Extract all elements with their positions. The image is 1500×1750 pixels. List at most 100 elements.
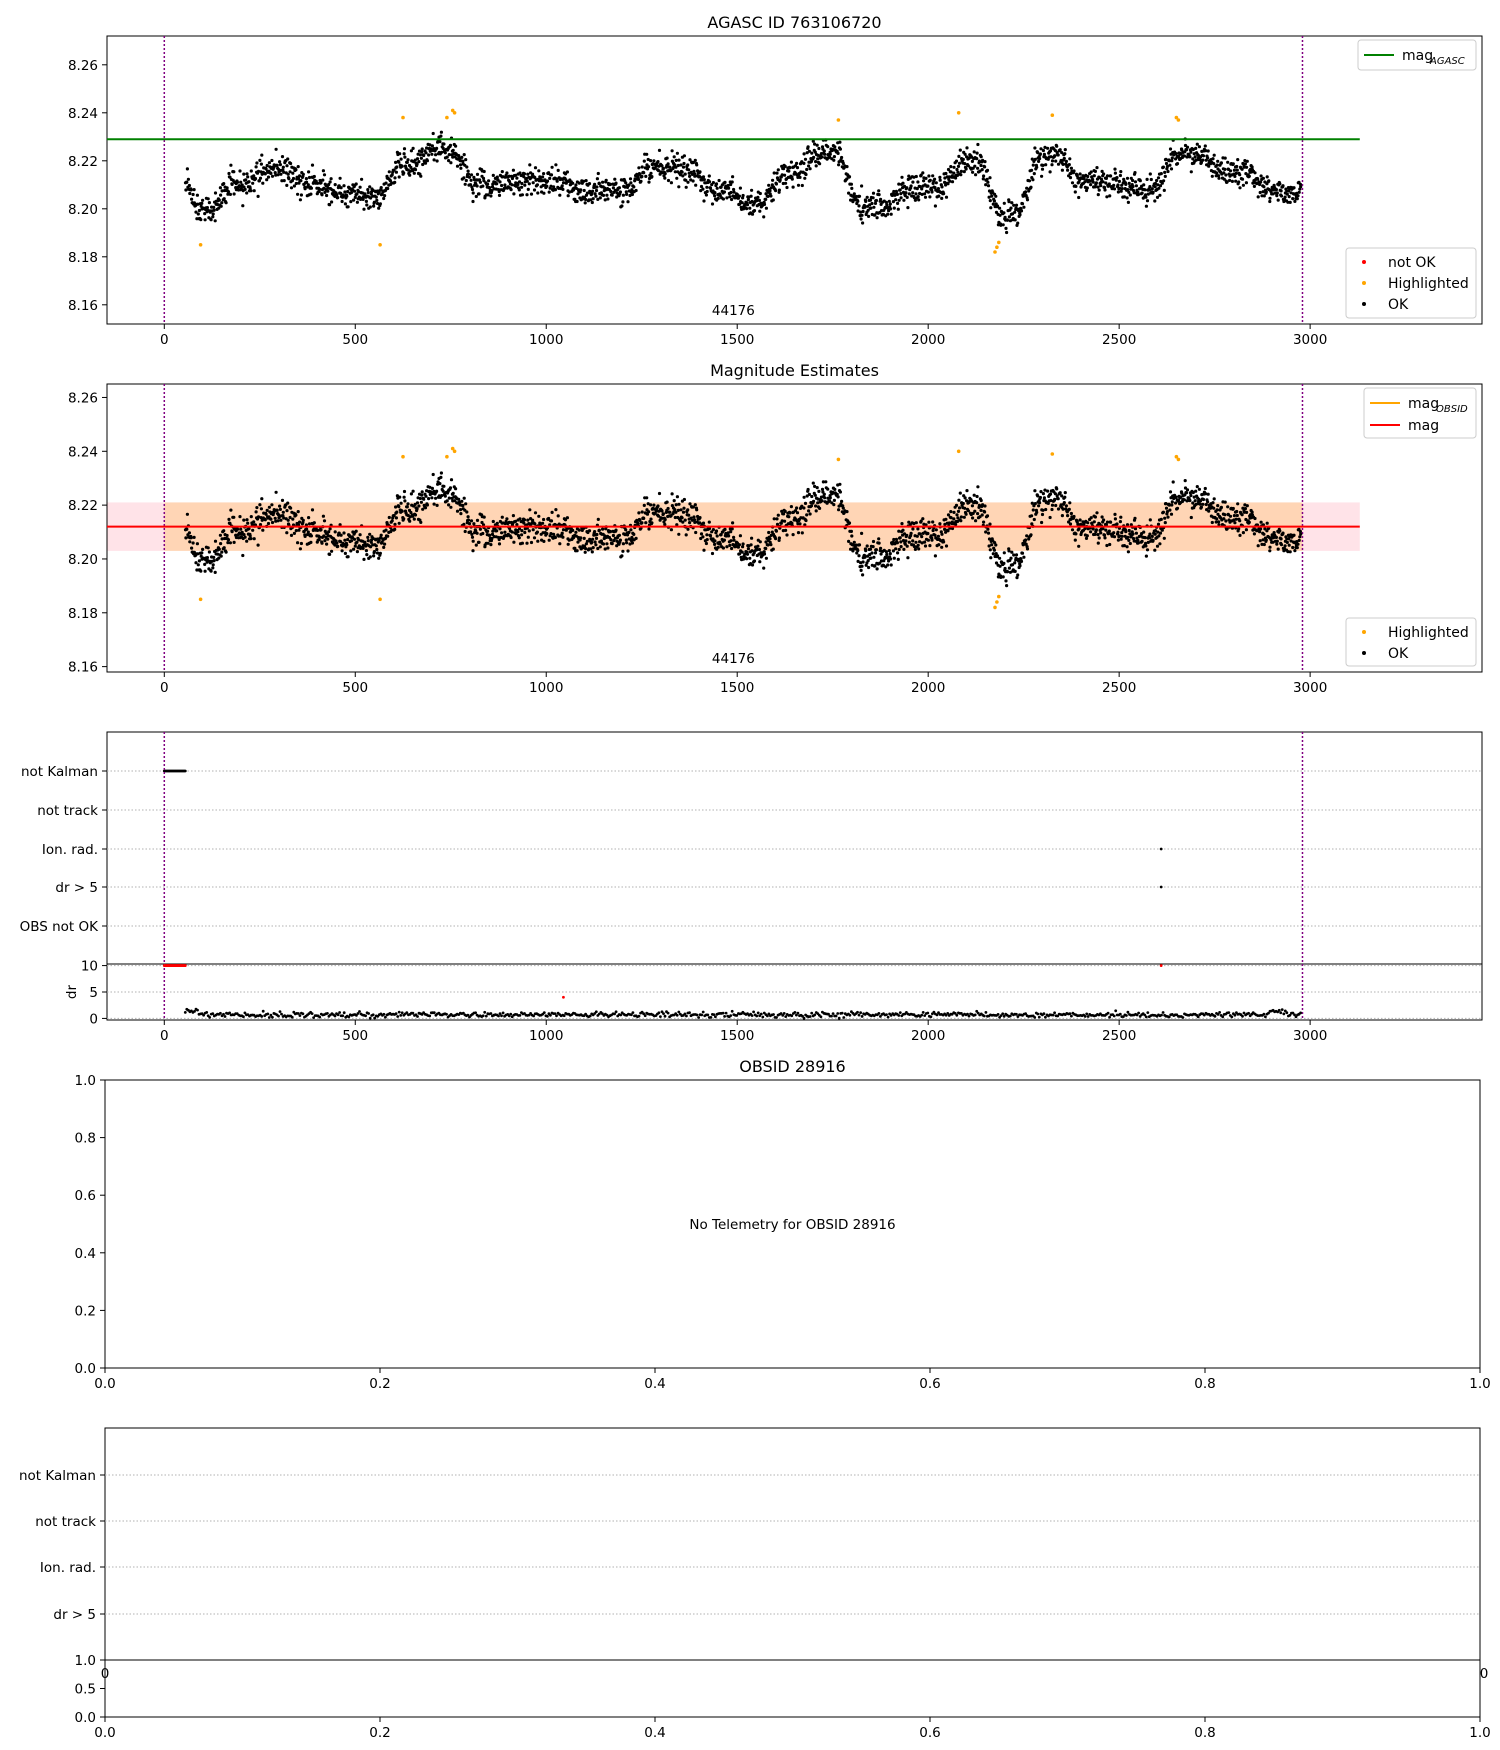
- ok-point: [1189, 493, 1193, 498]
- ok-point: [475, 172, 480, 176]
- highlighted-point: [993, 605, 997, 610]
- ok-point: [258, 176, 263, 180]
- ok-point: [1234, 171, 1238, 175]
- ok-point: [1148, 185, 1152, 189]
- ok-point: [358, 185, 362, 189]
- ok-point: [955, 519, 960, 524]
- ok-point: [185, 167, 189, 171]
- ok-point: [285, 164, 289, 168]
- ok-point: [975, 151, 979, 155]
- highlighted-point: [1176, 118, 1181, 122]
- ok-point: [242, 518, 246, 522]
- ok-point: [732, 538, 736, 542]
- ok-point: [710, 530, 714, 534]
- ok-point: [822, 149, 826, 153]
- ok-point: [680, 170, 684, 174]
- ok-point: [1033, 146, 1037, 150]
- ok-point: [481, 531, 485, 536]
- ok-point: [621, 542, 626, 546]
- ok-point: [1012, 203, 1016, 207]
- ok-point: [1089, 530, 1093, 534]
- ok-point: [1212, 153, 1216, 157]
- ok-point: [515, 523, 519, 527]
- ok-point: [462, 496, 466, 500]
- ok-point: [1119, 537, 1123, 541]
- ok-point: [187, 531, 191, 535]
- y-tick-label: 8.24: [68, 444, 98, 460]
- ok-point: [1089, 516, 1093, 520]
- ok-point: [762, 566, 766, 570]
- ok-point: [497, 537, 501, 542]
- ok-point: [597, 528, 601, 532]
- ok-point: [267, 161, 271, 165]
- ok-point: [663, 172, 667, 176]
- ok-point: [1245, 165, 1249, 169]
- ok-point: [465, 165, 469, 169]
- ok-point: [366, 539, 370, 543]
- ok-point: [227, 171, 231, 176]
- ok-point: [875, 567, 879, 571]
- ok-point: [767, 530, 771, 535]
- ok-point: [383, 194, 387, 198]
- ok-point: [789, 160, 794, 164]
- ok-point: [975, 494, 979, 499]
- ok-point: [699, 184, 704, 189]
- ok-point: [377, 538, 381, 542]
- x-tick-label: 2500: [1102, 680, 1136, 696]
- ok-point: [737, 194, 742, 198]
- ok-point: [802, 152, 806, 156]
- ok-point: [609, 189, 613, 194]
- ok-point: [491, 519, 495, 524]
- ok-point: [575, 549, 579, 553]
- ok-point: [673, 515, 677, 520]
- ok-point: [979, 498, 983, 503]
- ok-point: [1291, 545, 1295, 550]
- ok-point: [670, 149, 674, 153]
- ok-point: [238, 515, 242, 519]
- ok-point: [419, 174, 423, 178]
- ok-point: [1078, 172, 1082, 176]
- ok-point: [464, 158, 468, 162]
- ok-point: [907, 192, 911, 196]
- ok-point: [469, 173, 474, 177]
- ok-point: [328, 203, 332, 207]
- ok-point: [711, 528, 716, 532]
- ok-point: [527, 529, 531, 533]
- ok-point: [681, 520, 685, 524]
- ok-point: [523, 530, 527, 535]
- ok-point: [673, 163, 677, 167]
- ok-point: [1163, 174, 1167, 178]
- ok-point: [940, 545, 944, 549]
- ok-point: [1086, 174, 1090, 179]
- ok-point: [289, 186, 294, 190]
- ok-point: [873, 213, 877, 217]
- ok-point: [888, 552, 892, 556]
- ok-point: [395, 165, 399, 169]
- ok-point: [529, 192, 534, 196]
- ok-point: [321, 169, 325, 173]
- ok-point: [434, 153, 438, 157]
- ok-point: [512, 540, 516, 544]
- ok-point: [907, 540, 911, 544]
- highlighted-point: [445, 454, 449, 459]
- ok-point: [1155, 178, 1159, 183]
- dr-point: [260, 1015, 264, 1018]
- ok-point: [531, 181, 535, 185]
- ok-point: [639, 179, 643, 183]
- ok-point: [682, 506, 686, 510]
- ok-point: [542, 191, 546, 195]
- ok-point: [413, 158, 417, 162]
- legend-marker: [1362, 281, 1366, 285]
- ok-point: [594, 194, 598, 198]
- ok-point: [723, 180, 727, 184]
- ok-point: [981, 158, 985, 162]
- ok-point: [850, 534, 854, 538]
- ok-point: [286, 518, 290, 522]
- ok-point: [406, 502, 410, 506]
- ok-point: [1203, 144, 1207, 148]
- ok-point: [1119, 170, 1123, 174]
- ok-point: [1072, 514, 1076, 519]
- ok-point: [1261, 176, 1265, 180]
- ok-point: [1014, 203, 1019, 207]
